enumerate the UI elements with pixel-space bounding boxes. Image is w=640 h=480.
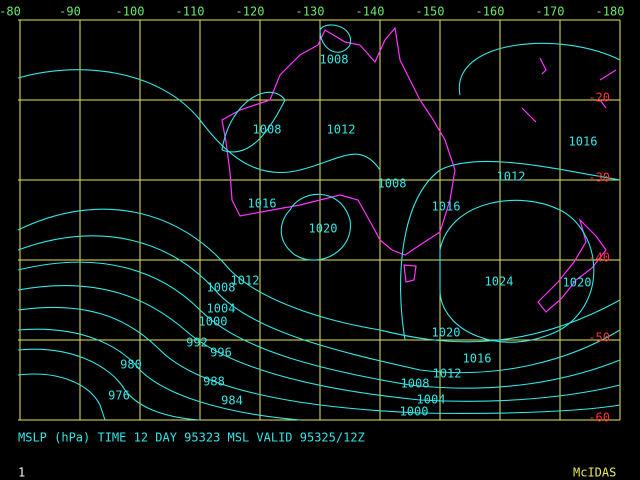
isobar: [17, 348, 201, 421]
brand: McIDAS: [573, 466, 616, 480]
contour-label: 1024: [485, 275, 514, 289]
contour-label: 1016: [248, 197, 277, 211]
contour-label: 1020: [309, 222, 338, 236]
lat-label: -20: [588, 91, 610, 105]
lon-label: -100: [116, 5, 145, 19]
contour-label: 1000: [199, 315, 228, 329]
lon-label: -170: [536, 5, 565, 19]
lon-label: -80: [0, 5, 21, 19]
isobar: [17, 328, 301, 421]
lon-label: -110: [176, 5, 205, 19]
isobar: [17, 306, 621, 414]
contour-label: 988: [203, 375, 225, 389]
lon-label: -120: [236, 5, 265, 19]
frame-number: 1: [18, 466, 25, 480]
contour-label: 1020: [432, 326, 461, 340]
contour-label: 1008: [207, 281, 236, 295]
lon-label: -150: [416, 5, 445, 19]
contour-label: 1012: [497, 170, 526, 184]
isobar: [458, 42, 621, 96]
lat-label: -30: [588, 171, 610, 185]
caption: MSLP (hPa) TIME 12 DAY 95323 MSL VALID 9…: [18, 431, 365, 445]
isobar: [439, 199, 595, 343]
contour-label: 1004: [207, 302, 236, 316]
contour-label: 1008: [401, 377, 430, 391]
contour-label: 992: [186, 336, 208, 350]
lat-label: -50: [588, 331, 610, 345]
contour-label: 1012: [433, 367, 462, 381]
australia-coast: [221, 26, 456, 256]
isobar: [17, 284, 621, 402]
isobar: [319, 24, 351, 53]
contour-label: 1016: [463, 352, 492, 366]
isobar: [17, 235, 621, 374]
isobar: [17, 373, 106, 421]
isobar: [17, 69, 381, 174]
isobar: [280, 193, 351, 261]
isobar: [221, 91, 286, 153]
new-zealand-coast: [537, 217, 607, 313]
contour-label: 1000: [400, 405, 429, 419]
lat-label: -40: [588, 251, 610, 265]
contour-label: 1012: [231, 274, 260, 288]
contour-label: 1012: [327, 123, 356, 137]
lon-label: -140: [356, 5, 385, 19]
contour-label: 984: [221, 394, 243, 408]
contour-label: 1016: [432, 200, 461, 214]
isobar: [400, 160, 621, 341]
isobar: [17, 261, 621, 389]
contour-label: 1016: [569, 135, 598, 149]
contour-label: 996: [210, 346, 232, 360]
coastlines: [221, 26, 617, 313]
lon-label: -90: [59, 5, 81, 19]
lon-label: -130: [296, 5, 325, 19]
lat-label: -60: [588, 411, 610, 425]
lon-label: -180: [596, 5, 625, 19]
labels: -80 -90 -100 -110 -120 -130 -140 -150 -160 -170 -1…: [0, 5, 624, 425]
isobars: [17, 24, 621, 421]
contour-label: 1008: [320, 53, 349, 67]
islands-coast: [521, 57, 617, 123]
lon-label: -160: [476, 5, 505, 19]
contour-label: 1004: [417, 393, 446, 407]
contour-label: 980: [120, 358, 142, 372]
contour-label: 1020: [563, 276, 592, 290]
isobar: [17, 208, 621, 343]
contour-label: 1008: [378, 177, 407, 191]
tasmania-coast: [403, 264, 417, 283]
contour-label: 976: [108, 389, 130, 403]
contour-label: 1008: [253, 123, 282, 137]
